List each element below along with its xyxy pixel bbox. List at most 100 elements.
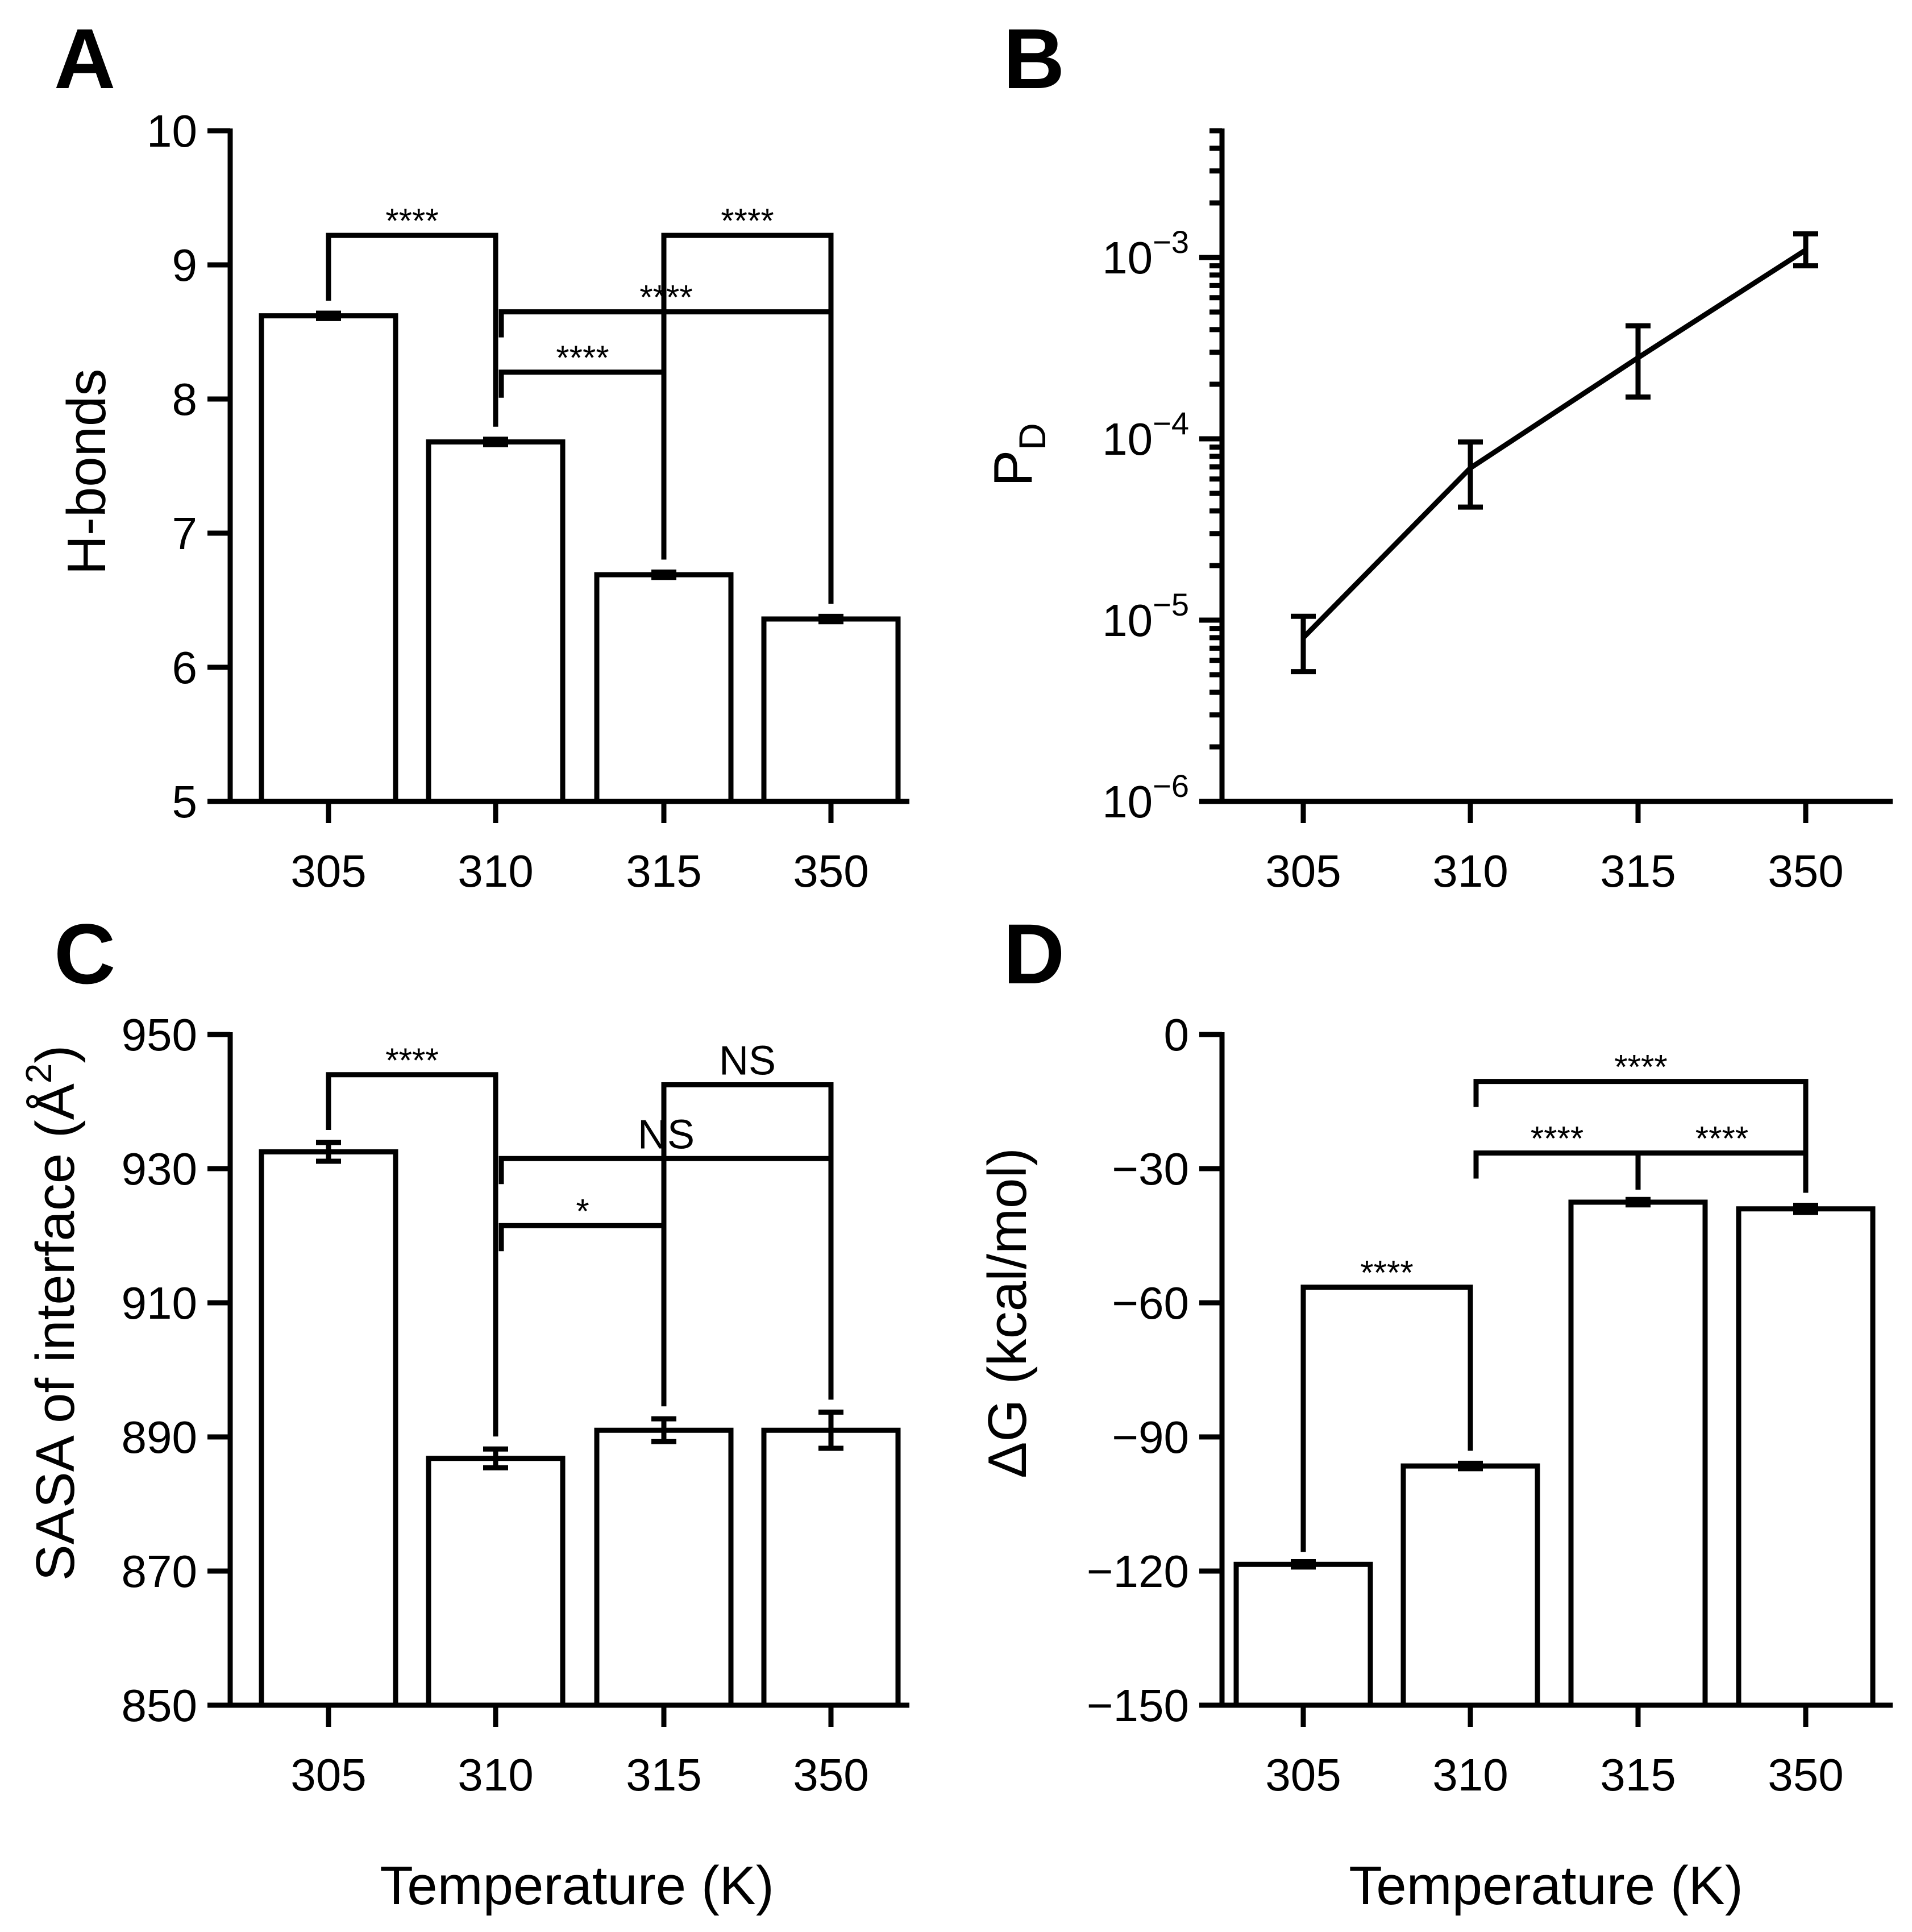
panel-d-bar	[1400, 1463, 1540, 1705]
panel-d-significance-bracket	[1473, 1079, 1809, 1193]
panel-c-y-tick-label: 890	[122, 1412, 197, 1462]
panel-d-x-tick-label: 315	[1600, 1750, 1676, 1800]
panel-b-y-tick-base: 10	[1102, 232, 1153, 283]
panel-b-y-tick-exponent: −6	[1153, 768, 1189, 804]
panel-a-significance-label: ****	[721, 202, 774, 240]
panel-b-x-tick-label: 315	[1600, 846, 1676, 896]
panel-d-error-bar	[1458, 1460, 1483, 1472]
panel-c-bar	[594, 1427, 734, 1705]
panel-c-significance-bracket	[326, 1072, 498, 1437]
panel-a-y-tick-label: 10	[147, 106, 197, 156]
panel-b-x-tick-label: 350	[1768, 846, 1843, 896]
panel-label-a: A	[54, 11, 115, 106]
panel-d-y-tick-label: 0	[1164, 1009, 1190, 1060]
panel-a-bar	[426, 439, 566, 801]
panel-a-error-bar	[651, 569, 676, 580]
panel-c-y-tick-label: 930	[122, 1144, 197, 1194]
panel-a-y-axis-title: H-bonds	[56, 369, 117, 575]
panel-d-bar	[1233, 1561, 1373, 1705]
panel-a-x-tick-label: 305	[290, 846, 366, 896]
panel-c-bar	[259, 1149, 398, 1705]
panel-a-error-bar	[818, 613, 843, 625]
panel-d-significance-label: ****	[1614, 1048, 1667, 1086]
panel-d-error-bar	[1291, 1559, 1316, 1570]
panel-a-x-tick-label: 350	[793, 846, 868, 896]
panel-d-significance-label: ****	[1360, 1253, 1413, 1291]
panel-d-y-tick-label: −30	[1112, 1144, 1189, 1194]
panel-c-y-axis-title-close: )	[25, 1045, 86, 1063]
panel-a-significance-bracket	[326, 232, 498, 427]
panel-c-chart: 850 870 890 910 930 950 305 310 315 350 **** NS NS *	[122, 1009, 909, 1800]
panel-d-significance-bracket	[1473, 1150, 1641, 1187]
panel-c-y-tick-label: 850	[122, 1680, 197, 1731]
panel-c-significance-bracket	[498, 1156, 834, 1400]
panel-b-y-tick-exponent: −4	[1153, 405, 1189, 441]
panel-b-y-tick-label: 10−4	[1102, 405, 1189, 464]
panel-d-significance-bracket	[1300, 1284, 1473, 1552]
panel-b-error-bar	[1626, 323, 1651, 400]
panel-c-x-tick-label: 305	[290, 1750, 366, 1800]
panel-c-y-tick-label: 950	[122, 1009, 197, 1060]
panel-c-bar	[761, 1427, 901, 1705]
panel-b-series-line	[1301, 247, 1807, 640]
panel-c-y-axis-title: SASA of interface (Å2)	[18, 1045, 86, 1581]
panel-c-y-tick-label: 870	[122, 1546, 197, 1597]
panel-c-significance-label: *	[576, 1192, 589, 1230]
panel-c-x-tick-label: 315	[626, 1750, 701, 1800]
panel-c-x-axis-title: Temperature (K)	[380, 1855, 774, 1916]
panel-a-significance-label: ****	[556, 339, 609, 377]
panel-d-x-tick-label: 350	[1768, 1750, 1843, 1800]
panel-a-bar	[761, 616, 901, 801]
panel-a-y-tick-label: 7	[172, 508, 198, 559]
panel-c-significance-bracket	[498, 1223, 667, 1407]
panel-d-y-axis-title: ΔG (kcal/mol)	[977, 1148, 1038, 1478]
panel-c-error-bar	[483, 1446, 508, 1470]
panel-label-c: C	[54, 906, 115, 1002]
panel-a-error-bar	[483, 437, 508, 447]
panel-a-x-tick-label: 315	[626, 846, 701, 896]
panel-c-significance-label: NS	[638, 1112, 695, 1157]
panel-b-y-tick-label: 10−3	[1102, 224, 1189, 283]
panel-c-error-bar	[316, 1140, 341, 1164]
panel-a-significance-bracket	[498, 369, 667, 560]
panel-a-bar	[259, 313, 398, 801]
panel-b-y-tick-base: 10	[1102, 776, 1153, 827]
panel-b-y-axis-title: PD	[983, 423, 1053, 487]
panel-a-y-tick-label: 8	[172, 374, 198, 425]
panel-d-significance-label: ****	[1695, 1119, 1748, 1157]
panel-d-chart: −150 −120 −90 −60 −30 0 305 310 315 350 **** **** **…	[1087, 1009, 1893, 1800]
panel-a-y-tick-label: 9	[172, 240, 198, 290]
panel-c-significance-label: NS	[719, 1038, 776, 1084]
panel-d-y-tick-label: −120	[1087, 1546, 1189, 1597]
panel-c-error-bar	[818, 1409, 843, 1451]
panel-c-x-tick-label: 310	[458, 1750, 533, 1800]
panel-a-y-tick-label: 6	[172, 642, 198, 693]
panel-c-x-tick-label: 350	[793, 1750, 868, 1800]
panel-b-error-bar	[1458, 439, 1483, 510]
panel-d-significance-bracket	[1635, 1150, 1809, 1193]
panel-c-significance-label: ****	[385, 1041, 438, 1079]
panel-b-x-tick-label: 305	[1265, 846, 1341, 896]
panel-d-bar	[1736, 1206, 1876, 1705]
panel-a-significance-label: ****	[385, 202, 438, 240]
panel-a-chart: 5 6 7 8 9 10 305 310 315 350 **** **** **** ****	[147, 106, 909, 896]
panel-d-y-tick-label: −150	[1087, 1680, 1189, 1731]
panel-label-d: D	[1003, 906, 1065, 1002]
panel-a-significance-bracket	[498, 309, 834, 604]
panel-d-y-tick-label: −60	[1112, 1278, 1189, 1328]
panel-c-y-axis-title-superscript: 2	[18, 1063, 59, 1084]
panel-b-y-axis-title-main: P	[983, 450, 1044, 487]
panel-d-significance-label: ****	[1531, 1119, 1583, 1157]
panel-b-y-tick-label: 10−5	[1102, 587, 1189, 646]
panel-b-y-axis-title-subscript: D	[1011, 423, 1053, 450]
panel-d-y-tick-label: −90	[1112, 1412, 1189, 1462]
panel-b-x-tick-label: 310	[1432, 846, 1508, 896]
panel-b-y-tick-label: 10−6	[1102, 768, 1189, 827]
panel-c-y-tick-label: 910	[122, 1278, 197, 1328]
panel-d-bar	[1568, 1199, 1708, 1705]
panel-a-significance-label: ****	[639, 279, 692, 317]
panel-d-x-tick-label: 305	[1265, 1750, 1341, 1800]
panel-b-y-tick-exponent: −3	[1153, 224, 1189, 260]
